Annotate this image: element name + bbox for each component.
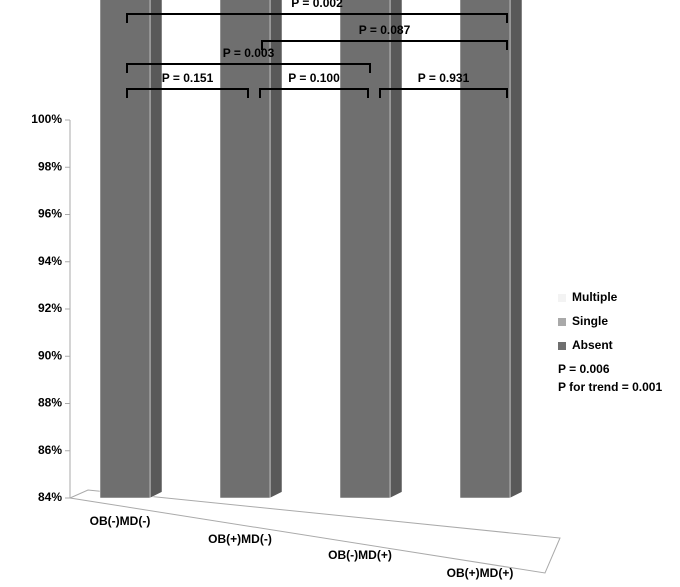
legend-note: P for trend = 0.001 (558, 380, 662, 394)
floor (68, 489, 561, 574)
bar-side (509, 0, 523, 499)
x-tick-label: OB(+)MD(-) (208, 532, 272, 546)
bar-segment (339, 0, 391, 499)
y-tick-label: 100% (31, 112, 62, 126)
bracket (261, 40, 508, 50)
bracket (259, 88, 369, 98)
y-tick-label: 88% (38, 396, 62, 410)
legend-swatch (558, 318, 566, 326)
y-tick-label: 98% (38, 159, 62, 173)
bracket (126, 13, 508, 23)
y-tick-label: 94% (38, 254, 62, 268)
y-tick-label: 92% (38, 301, 62, 315)
bar-side (389, 0, 403, 499)
legend-label: Multiple (572, 290, 618, 304)
x-tick-label: OB(+)MD(+) (447, 566, 514, 580)
legend-swatch (558, 294, 566, 302)
y-tick-label: 84% (38, 490, 62, 504)
y-tick-label: 86% (38, 443, 62, 457)
bracket (126, 88, 249, 98)
annotation: P = 0.003 (223, 46, 275, 60)
annotation: P = 0.002 (291, 0, 343, 10)
annotation: P = 0.931 (418, 71, 470, 85)
bar-side (269, 0, 283, 499)
y-tick-label: 90% (38, 348, 62, 362)
bar-segment (99, 0, 151, 499)
annotation: P = 0.087 (359, 23, 411, 37)
y-tick-label: 96% (38, 207, 62, 221)
legend-label: Absent (572, 338, 613, 352)
bar-segment (219, 0, 271, 499)
legend-swatch (558, 342, 566, 350)
x-tick-label: OB(-)MD(-) (90, 514, 151, 528)
bar-segment (459, 0, 511, 499)
legend-label: Single (572, 314, 608, 328)
legend-note: P = 0.006 (558, 362, 610, 376)
annotation: P = 0.100 (288, 71, 340, 85)
x-tick-label: OB(-)MD(+) (328, 548, 392, 562)
bar-side (149, 0, 163, 499)
annotation: P = 0.151 (162, 71, 214, 85)
bracket (126, 63, 371, 73)
bracket (379, 88, 508, 98)
